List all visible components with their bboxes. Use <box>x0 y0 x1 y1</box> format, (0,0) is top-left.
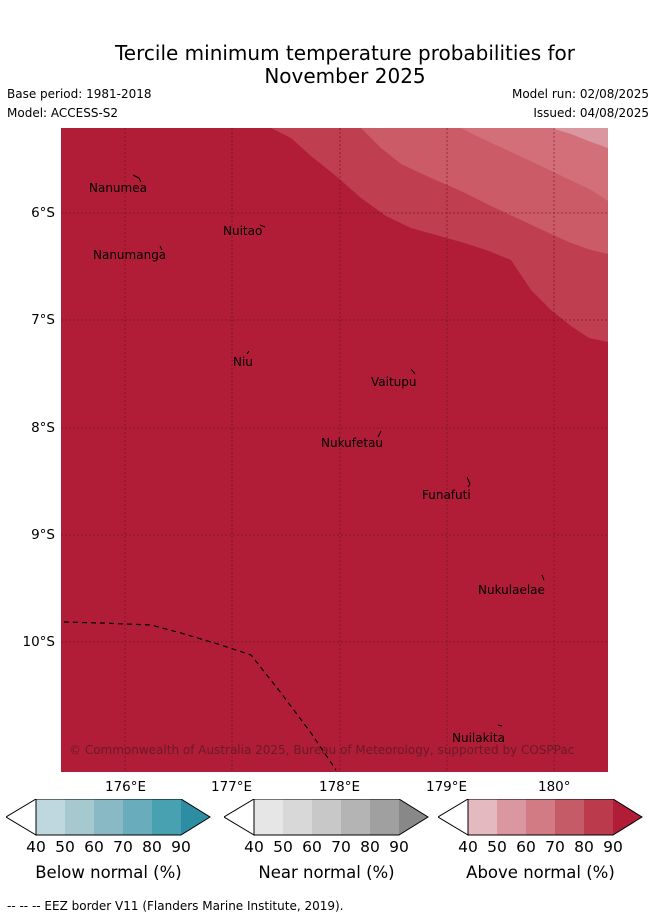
colorbar-near-swatch-2 <box>283 799 312 835</box>
lon-tick-178e: 178°E <box>319 779 361 795</box>
colorbar-near-extend <box>399 799 428 835</box>
prob-above-50-region <box>551 128 608 148</box>
colorbar-near-swatch-5 <box>370 799 399 835</box>
colorbar-below-swatch-3 <box>94 799 123 835</box>
cb-above-tick-90: 90 <box>603 838 623 856</box>
model-run: Model run: 02/08/2025 <box>511 87 649 101</box>
cb-below-tick-90: 90 <box>171 838 191 856</box>
colorbar-above-normal <box>438 799 643 836</box>
islands <box>132 174 545 727</box>
colorbar-above-swatch-2 <box>497 799 526 835</box>
cb-above-tick-80: 80 <box>574 838 594 856</box>
colorbar-near-swatch-1 <box>254 799 283 835</box>
colorbar-below-extend <box>181 799 210 835</box>
lon-tick-176e: 176°E <box>105 779 147 795</box>
cb-below-tick-80: 80 <box>142 838 162 856</box>
colorbar-above-swatch-4 <box>555 799 584 835</box>
colorbar-below-swatch-1 <box>36 799 65 835</box>
lat-tick-6s: 6°S <box>31 205 55 221</box>
place-label-niu: Niu <box>233 355 253 369</box>
lat-tick-7s: 7°S <box>31 312 55 328</box>
base-period: Base period: 1981-2018 <box>7 87 152 101</box>
lon-tick-180: 180° <box>538 779 571 795</box>
lon-tick-179e: 179°E <box>426 779 468 795</box>
cb-near-tick-60: 60 <box>302 838 322 856</box>
colorbar-label-near: Near normal (%) <box>258 863 395 882</box>
cb-near-tick-70: 70 <box>331 838 351 856</box>
cb-near-tick-90: 90 <box>389 838 409 856</box>
cb-near-tick-50: 50 <box>273 838 293 856</box>
colorbar-near-swatch-3 <box>312 799 341 835</box>
colorbar-label-below: Below normal (%) <box>35 863 182 882</box>
cb-near-tick-80: 80 <box>360 838 380 856</box>
eez-border <box>63 621 337 771</box>
issued-date: Issued: 04/08/2025 <box>533 106 649 120</box>
title-line-2: November 2025 <box>264 64 426 88</box>
cb-above-tick-70: 70 <box>545 838 565 856</box>
colorbar-below-swatch-2 <box>65 799 94 835</box>
cb-below-tick-60: 60 <box>84 838 104 856</box>
prob-above-60-region <box>461 128 608 201</box>
cb-above-tick-60: 60 <box>516 838 536 856</box>
lat-tick-9s: 9°S <box>31 527 55 543</box>
colorbar-above-swatch-5 <box>584 799 613 835</box>
colorbar-below-swatch-4 <box>123 799 152 835</box>
cb-above-tick-50: 50 <box>487 838 507 856</box>
lat-tick-8s: 8°S <box>31 420 55 436</box>
cb-near-tick-40: 40 <box>244 838 264 856</box>
lat-tick-10s: 10°S <box>22 634 56 650</box>
colorbar-above-extend <box>613 799 642 835</box>
cb-below-tick-70: 70 <box>113 838 133 856</box>
gridlines <box>61 128 608 772</box>
place-label-nuitao: Nuitao <box>223 224 262 238</box>
copyright-notice: © Commonwealth of Australia 2025, Bureau… <box>69 743 574 757</box>
place-label-funafuti: Funafuti <box>422 488 471 502</box>
cb-below-tick-40: 40 <box>26 838 46 856</box>
place-label-vaitupu: Vaitupu <box>371 375 417 389</box>
cb-above-tick-40: 40 <box>458 838 478 856</box>
colorbar-above-swatch-1 <box>468 799 497 835</box>
title-line-1: Tercile minimum temperature probabilitie… <box>114 41 576 65</box>
place-label-nanumea: Nanumea <box>89 181 147 195</box>
place-label-nuilakita: Nuilakita <box>452 731 505 745</box>
colorbar-above-swatch-3 <box>526 799 555 835</box>
place-label-nanumanga: Nanumanga <box>93 248 166 262</box>
model-name: Model: ACCESS-S2 <box>7 106 119 120</box>
lon-tick-177e: 177°E <box>211 779 253 795</box>
colorbar-near-swatch-4 <box>341 799 370 835</box>
colorbar-label-above: Above normal (%) <box>466 863 615 882</box>
cb-below-tick-50: 50 <box>55 838 75 856</box>
colorbar-below-normal <box>6 799 211 836</box>
colorbar-below-swatch-5 <box>152 799 181 835</box>
place-label-nukulaelae: Nukulaelae <box>478 583 545 597</box>
place-label-nukufetau: Nukufetau <box>321 436 383 450</box>
colorbar-near-normal <box>224 799 429 836</box>
map: Nanumea Nuitao Nanumanga Niu Vaitupu Nuk… <box>61 128 608 772</box>
eez-footnote: -- -- -- EEZ border V11 (Flanders Marine… <box>7 899 344 913</box>
